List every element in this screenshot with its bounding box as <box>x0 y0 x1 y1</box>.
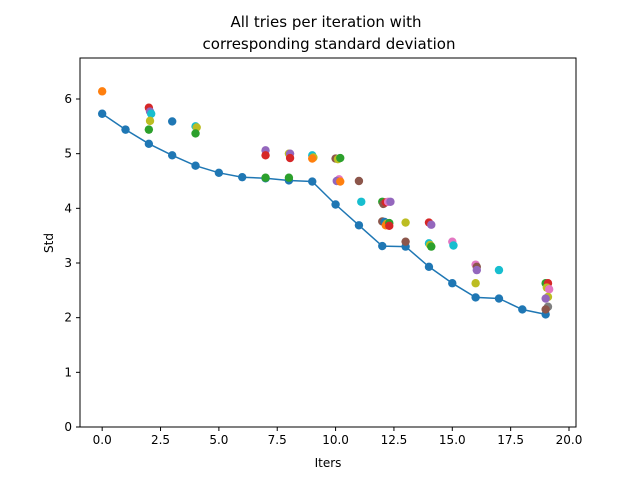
plot-frame <box>79 57 577 428</box>
try-point <box>471 279 480 288</box>
try-point <box>97 87 107 96</box>
try-point <box>261 173 270 182</box>
try-point <box>145 116 155 126</box>
try-point <box>472 265 481 275</box>
try-point <box>308 154 317 163</box>
series-line-point <box>331 200 340 209</box>
series-line-point <box>167 151 177 160</box>
x-tick-label: 12.5 <box>381 433 408 447</box>
try-point <box>336 177 345 186</box>
y-tick-label: 6 <box>64 92 72 106</box>
series-line-point <box>97 109 107 118</box>
series-line-point <box>518 305 527 314</box>
series-line <box>101 113 546 316</box>
chart-title-line-2: corresponding standard deviation <box>203 35 456 53</box>
try-point <box>544 285 554 294</box>
series-line-point <box>214 168 224 177</box>
axis-ticks: 0.0 2.5 5.0 7.5 10.0 12.5 15.0 17.5 20.0 0 1 2 3 4 5 6 <box>64 92 582 447</box>
try-point <box>494 265 504 275</box>
x-tick-label: 2.5 <box>151 433 170 447</box>
y-tick-label: 4 <box>64 201 72 215</box>
try-point <box>541 294 550 303</box>
series-line-point <box>308 177 317 186</box>
try-point <box>357 197 366 206</box>
y-tick-label: 2 <box>64 311 72 325</box>
x-axis-label: Iters <box>315 456 342 470</box>
series-line-point <box>378 241 387 251</box>
y-tick-label: 5 <box>64 147 72 161</box>
try-point <box>285 153 295 163</box>
y-tick-label: 0 <box>64 420 72 434</box>
x-tick-label: 7.5 <box>268 433 287 447</box>
y-tick-label: 1 <box>64 365 72 379</box>
series-line-point <box>424 262 434 272</box>
x-tick-label: 5.0 <box>209 433 228 447</box>
series-line-point <box>494 294 504 303</box>
try-point <box>427 220 436 229</box>
try-point <box>146 109 156 118</box>
try-point <box>284 173 294 182</box>
try-point <box>401 218 410 227</box>
series-line-point <box>144 139 154 149</box>
try-point <box>191 129 200 138</box>
series-line-point <box>448 279 457 288</box>
try-point <box>386 197 395 206</box>
plot-area <box>79 57 577 428</box>
try-point <box>427 242 436 251</box>
series-line-point <box>471 293 480 302</box>
try-point <box>541 305 550 314</box>
try-point <box>385 221 394 231</box>
try-point <box>261 151 270 160</box>
y-tick-label: 3 <box>64 256 72 270</box>
series-line-point <box>238 172 247 182</box>
series-line-point <box>191 161 200 170</box>
series-line-point <box>121 125 130 134</box>
try-point <box>167 117 177 126</box>
x-tick-label: 0.0 <box>93 433 112 447</box>
x-tick-label: 17.5 <box>497 433 524 447</box>
y-axis-label: Std <box>42 233 56 253</box>
x-tick-label: 20.0 <box>556 433 583 447</box>
x-tick-label: 15.0 <box>439 433 466 447</box>
chart-title-line-1: All tries per iteration with <box>230 13 421 31</box>
try-point <box>449 241 458 250</box>
try-point <box>336 153 345 163</box>
x-tick-label: 10.0 <box>322 433 349 447</box>
try-point <box>401 237 410 246</box>
try-point <box>144 125 154 134</box>
series-line-point <box>354 221 364 230</box>
try-point <box>354 176 364 186</box>
